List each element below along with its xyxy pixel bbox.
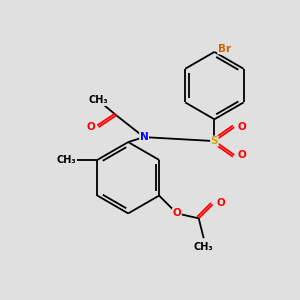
Text: O: O <box>216 197 225 208</box>
Text: CH₃: CH₃ <box>57 155 76 165</box>
Text: O: O <box>86 122 95 132</box>
Text: O: O <box>172 208 181 218</box>
Text: CH₃: CH₃ <box>194 242 214 252</box>
Text: O: O <box>238 150 247 160</box>
Text: N: N <box>140 132 148 142</box>
Text: O: O <box>238 122 247 132</box>
Text: CH₃: CH₃ <box>89 95 108 106</box>
Text: Br: Br <box>218 44 231 54</box>
Text: S: S <box>211 136 218 146</box>
